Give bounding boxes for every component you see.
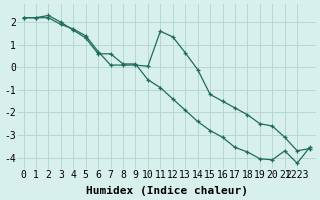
X-axis label: Humidex (Indice chaleur): Humidex (Indice chaleur): [85, 186, 248, 196]
